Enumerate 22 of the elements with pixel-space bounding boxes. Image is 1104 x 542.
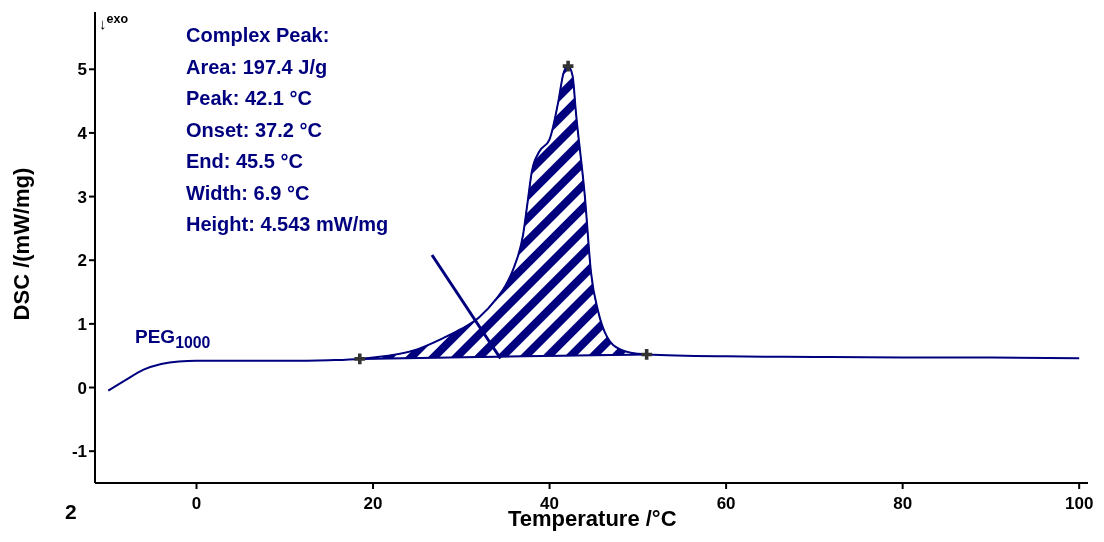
annotation: End: 45.5 °C [186,150,303,172]
y-tick-label: 2 [77,251,87,271]
annotation: Peak: 42.1 °C [186,87,312,109]
annotation: ↓$^{exo}$ [99,12,129,32]
y-tick-label: 4 [77,123,88,143]
y-tick-label: 5 [77,60,87,80]
annotation: Complex Peak: [186,24,330,46]
y-tick-label: 3 [77,187,87,207]
annotation: Onset: 37.2 °C [186,118,322,141]
x-tick-label: 0 [191,494,202,514]
x-tick-label: 20 [363,494,383,514]
series-label: PEG$_{1000}$ [135,326,211,351]
x-tick-label: 100 [1064,494,1094,514]
x-tick-label: 80 [893,494,913,514]
y-tick-label: -1 [71,442,87,462]
x-tick-label: 60 [716,494,736,514]
annotation: Area: 197.4 J/g [186,55,328,78]
y-tick-label: 0 [77,378,87,398]
y-tick-label: 1 [77,314,87,334]
annotation: Height: 4.543 mW/mg [186,213,389,235]
annotation: Width: 6.9 °C [186,181,310,204]
y-axis-title: DSC /(mW/mg) [9,167,34,321]
